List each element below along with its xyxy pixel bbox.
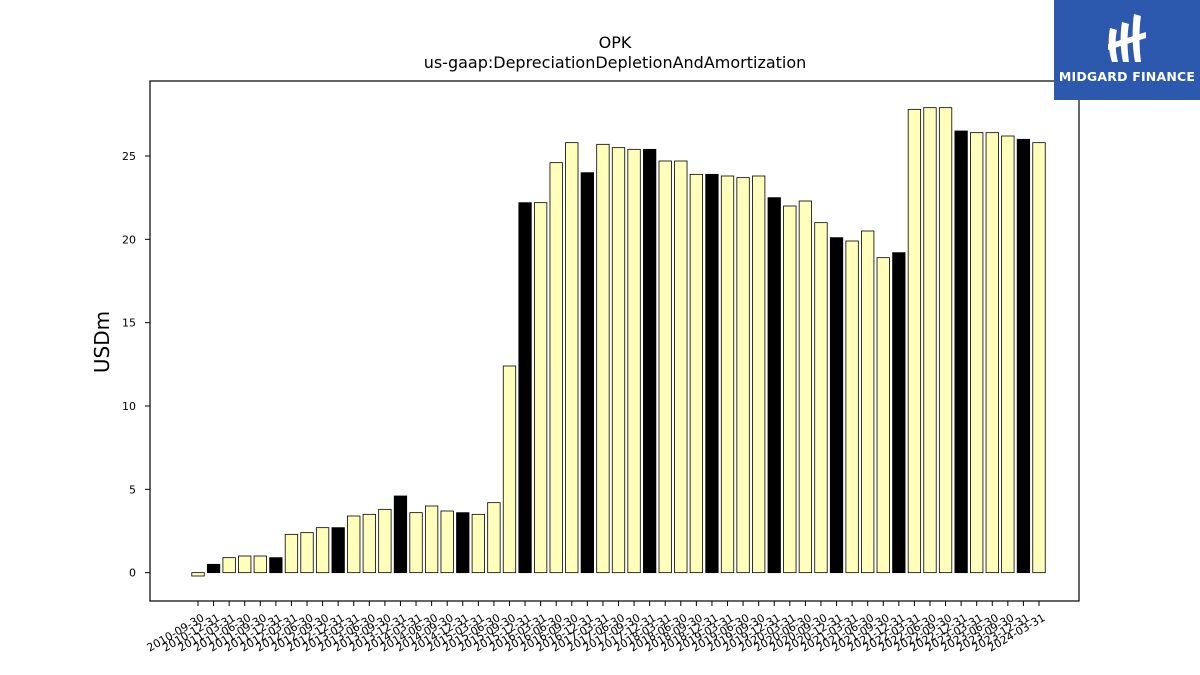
bar-2012-12-31 — [331, 527, 345, 574]
bar-2016-06-30 — [549, 162, 563, 574]
bar-2012-06-30 — [300, 532, 314, 574]
x-axis-ticks: 2010-09-302010-12-312011-03-312011-06-30… — [145, 601, 1048, 654]
bar-2020-09-30 — [814, 222, 828, 574]
bar-2017-06-30 — [611, 147, 626, 574]
bar-2023-03-31 — [970, 132, 984, 574]
bar-2010-09-30 — [191, 572, 205, 577]
bar-2019-12-31 — [767, 197, 781, 574]
bar-2013-12-31 — [393, 495, 408, 574]
bar-2019-06-30 — [736, 177, 750, 574]
chart-subtitle: us-gaap:DepreciationDepletionAndAmortiza… — [424, 53, 807, 72]
bar-2010-12-31 — [206, 563, 221, 574]
chart-title: OPK — [599, 33, 632, 52]
bar-2020-03-31 — [783, 205, 797, 574]
bar-2018-03-31 — [658, 160, 672, 574]
bar-2016-12-31 — [580, 172, 594, 574]
logo-text: MIDGARD FINANCE — [1058, 69, 1196, 84]
bar-2020-06-30 — [798, 200, 813, 574]
bar-2015-09-30 — [502, 365, 517, 574]
bar-2023-12-31 — [1016, 138, 1031, 574]
bar-2011-03-31 — [222, 557, 236, 574]
bar-2016-09-30 — [565, 142, 579, 574]
bar-2021-09-30 — [876, 257, 890, 574]
y-tick-label: 20 — [122, 233, 136, 246]
bar-2023-09-30 — [1001, 135, 1015, 574]
bar-2012-03-31 — [284, 533, 299, 574]
y-tick-label: 0 — [129, 567, 136, 580]
bar-2021-06-30 — [861, 230, 875, 574]
bar-2015-03-31 — [471, 513, 485, 574]
bar-2022-09-30 — [938, 107, 953, 574]
bar-2021-12-31 — [892, 252, 906, 574]
bar-2019-09-30 — [752, 175, 766, 574]
bar-2023-06-30 — [985, 132, 999, 574]
bar-2011-09-30 — [253, 555, 267, 574]
bar-2012-09-30 — [315, 527, 330, 574]
y-axis-label: USDm — [90, 311, 114, 373]
bar-2011-12-31 — [269, 557, 283, 574]
bar-2017-03-31 — [596, 143, 610, 574]
bar-2014-03-31 — [409, 512, 423, 574]
bar-2015-06-30 — [487, 502, 501, 574]
bar-2015-12-31 — [518, 202, 532, 574]
bar-2014-12-31 — [456, 512, 470, 574]
bar-2020-12-31 — [829, 237, 844, 574]
bar-2014-09-30 — [440, 510, 454, 574]
y-axis-ticks: 0 5 10 15 20 25 — [122, 150, 150, 580]
bar-2014-06-30 — [424, 505, 439, 574]
bar-2019-03-31 — [720, 175, 735, 574]
bar-2016-03-31 — [534, 202, 548, 574]
y-tick-label: 10 — [122, 400, 136, 413]
bar-2018-09-30 — [689, 173, 704, 574]
y-tick-label: 15 — [122, 317, 136, 330]
midgard-logo-mark-icon — [1108, 14, 1146, 62]
bar-2011-06-30 — [238, 555, 252, 574]
bar-2022-03-31 — [907, 108, 922, 574]
bar-2022-12-31 — [954, 130, 968, 574]
bar-2018-06-30 — [674, 160, 688, 574]
bar-2022-06-30 — [923, 107, 937, 574]
bars-group — [191, 107, 1046, 577]
plot-frame — [149, 80, 1080, 602]
y-tick-label: 5 — [129, 483, 136, 496]
bar-2017-09-30 — [627, 148, 641, 574]
bar-2021-03-31 — [845, 240, 859, 574]
bar-2017-12-31 — [643, 148, 657, 574]
bar-2018-12-31 — [705, 173, 719, 574]
bar-2013-06-30 — [362, 513, 376, 574]
midgard-finance-logo: MIDGARD FINANCE — [1054, 0, 1200, 100]
y-tick-label: 25 — [122, 150, 136, 163]
bar-2013-03-31 — [347, 515, 361, 574]
bar-2013-09-30 — [378, 508, 392, 574]
bar-2024-03-31 — [1032, 142, 1046, 574]
